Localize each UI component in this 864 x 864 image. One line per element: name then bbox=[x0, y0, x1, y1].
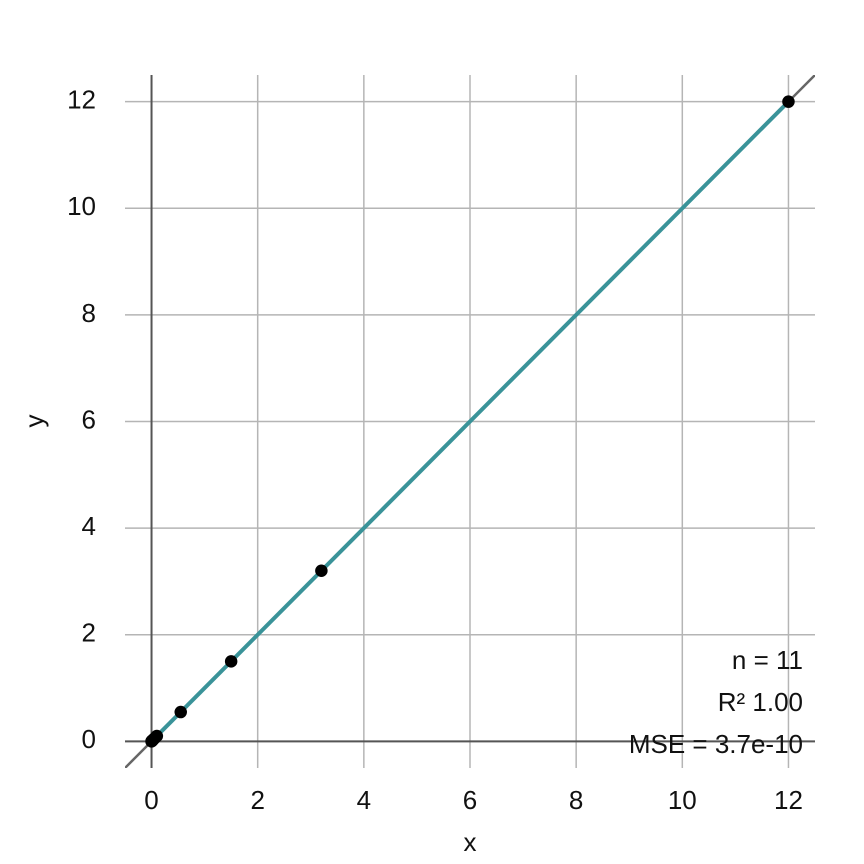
x-tick-label: 2 bbox=[250, 785, 264, 815]
x-tick-label: 8 bbox=[569, 785, 583, 815]
y-tick-label: 0 bbox=[82, 724, 96, 754]
point bbox=[150, 729, 164, 743]
x-axis-label: x bbox=[464, 827, 477, 857]
annotation: n = 11 bbox=[732, 645, 803, 675]
annotation: MSE = 3.7e-10 bbox=[629, 729, 803, 759]
point bbox=[315, 564, 328, 578]
y-tick-label: 8 bbox=[82, 298, 96, 328]
x-tick-label: 4 bbox=[357, 785, 371, 815]
x-tick-label: 6 bbox=[463, 785, 477, 815]
point bbox=[224, 655, 238, 668]
x-tick-label: 12 bbox=[774, 785, 803, 815]
x-tick-label: 10 bbox=[668, 785, 697, 815]
y-tick-label: 10 bbox=[67, 191, 96, 221]
y-axis-label: y bbox=[19, 415, 49, 428]
plot-area bbox=[125, 75, 815, 768]
point bbox=[174, 705, 187, 719]
point bbox=[782, 95, 795, 108]
annotation: R² 1.00 bbox=[718, 687, 803, 717]
y-tick-label: 2 bbox=[82, 618, 96, 648]
y-tick-label: 12 bbox=[67, 85, 96, 115]
y-tick-label: 6 bbox=[82, 404, 96, 434]
fit-line bbox=[150, 100, 790, 743]
x-tick-label: 0 bbox=[144, 785, 158, 815]
y-tick-label: 4 bbox=[82, 511, 96, 541]
